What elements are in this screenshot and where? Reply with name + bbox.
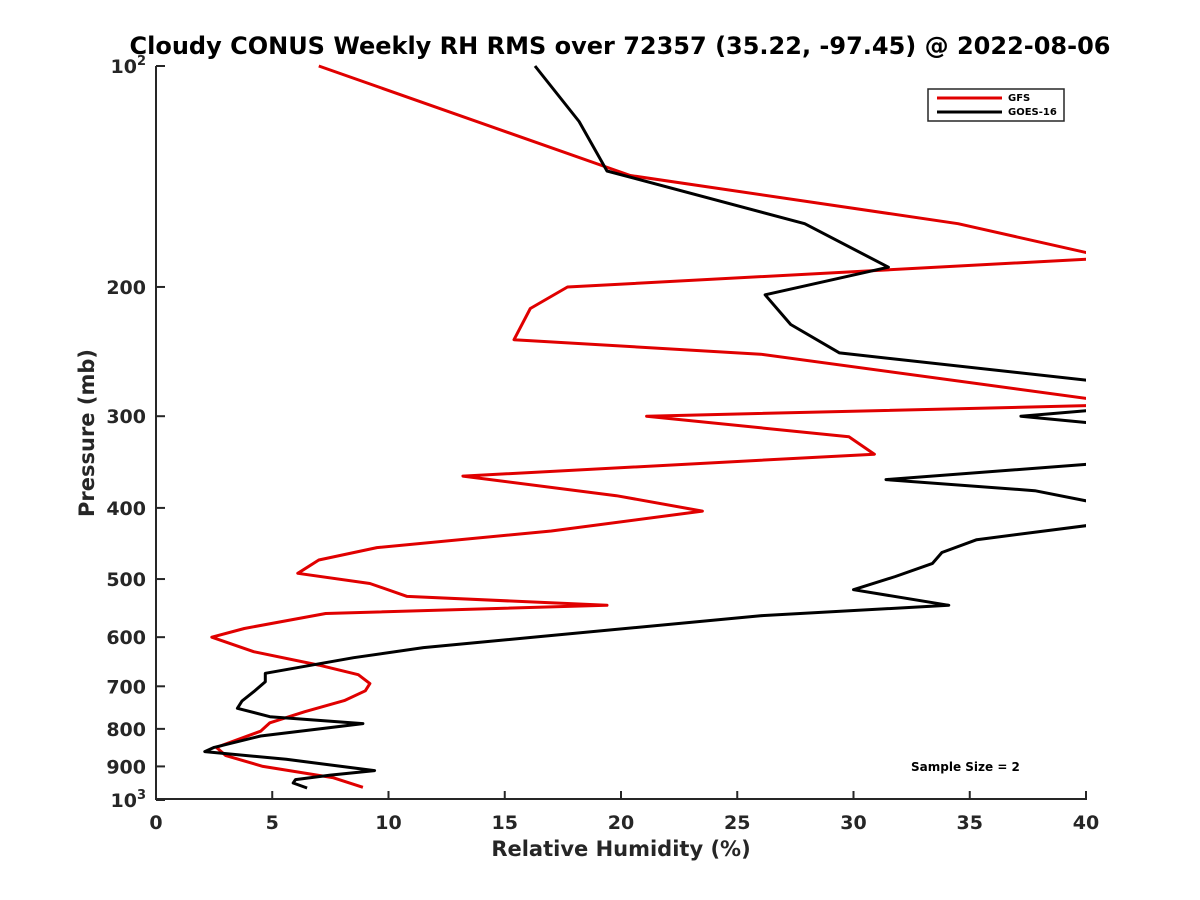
y-tick-label: 200 [106, 277, 146, 299]
y-tick-label: 800 [106, 719, 146, 741]
legend-box [927, 88, 1065, 122]
y-axis-label: Pressure (mb) [75, 349, 99, 517]
y-axis-ticks: 102 200 300 400 500 600 700 800 900 103 [106, 54, 165, 812]
y-tick-label: 600 [106, 627, 146, 649]
x-tick-label: 30 [840, 812, 866, 834]
series-line-goes16 [203, 65, 1086, 790]
sample-size-annotation: Sample Size = 2 [911, 760, 1020, 774]
x-tick-label: 35 [957, 812, 983, 834]
legend: GFS GOES-16 [927, 88, 1065, 122]
y-tick-label: 900 [106, 756, 146, 778]
series-line-gfs [210, 64, 1086, 789]
x-tick-label: 5 [266, 812, 279, 834]
x-tick-label: 0 [149, 812, 162, 834]
x-tick-label: 10 [375, 812, 401, 834]
x-tick-label: 20 [608, 812, 634, 834]
y-tick-label: 102 [111, 54, 147, 78]
y-tick-label: 500 [106, 569, 146, 591]
x-tick-label: 25 [724, 812, 750, 834]
chart-title: Cloudy CONUS Weekly RH RMS over 72357 (3… [130, 32, 1111, 60]
legend-label-gfs: GFS [1008, 93, 1030, 104]
y-tick-label: 103 [111, 788, 147, 812]
y-tick-label: 700 [106, 676, 146, 698]
legend-label-goes16: GOES-16 [1008, 107, 1057, 118]
plot-area [155, 64, 1086, 800]
x-axis-ticks: 0 5 10 15 20 25 30 35 40 [149, 791, 1099, 834]
y-tick-label: 300 [106, 406, 146, 428]
series-layer [203, 64, 1086, 790]
x-tick-label: 15 [492, 812, 518, 834]
x-axis-label: Relative Humidity (%) [491, 837, 750, 861]
x-tick-label: 40 [1073, 812, 1099, 834]
y-tick-label: 400 [106, 498, 146, 520]
